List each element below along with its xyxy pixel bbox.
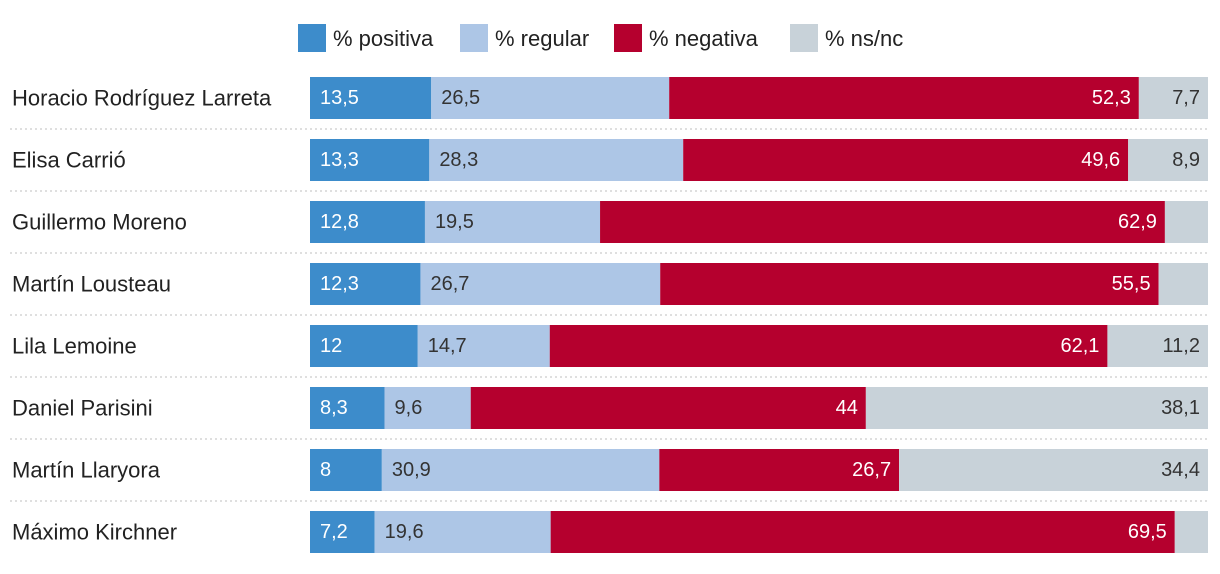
category-label: Martín Lousteau xyxy=(12,272,171,297)
value-label-positiva: 13,3 xyxy=(320,149,359,171)
bar-regular xyxy=(429,139,684,181)
value-label-positiva: 12,8 xyxy=(320,211,359,233)
value-label-regular: 30,9 xyxy=(392,459,431,481)
bar-positiva xyxy=(310,449,382,491)
bar-negativa xyxy=(659,449,900,491)
value-label-ns-nc: 34,4 xyxy=(1161,459,1200,481)
row-martin-lousteau: Martín Lousteau 12,3 26,7 55,5 xyxy=(10,263,1208,316)
value-label-negativa: 62,1 xyxy=(1060,335,1099,357)
row-horacio-rodriguez-larreta: Horacio Rodríguez Larreta 13,5 26,5 52,3 7,7 xyxy=(10,77,1208,130)
value-label-positiva: 8 xyxy=(320,459,331,481)
row-lila-lemoine: Lila Lemoine 12 14,7 62,1 11,2 xyxy=(10,325,1208,378)
legend-swatch-regular xyxy=(460,24,488,52)
bar-positiva xyxy=(310,139,430,181)
bar-negativa xyxy=(669,77,1139,119)
bar-positiva xyxy=(310,511,375,553)
legend-label-ns-nc: % ns/nc xyxy=(825,26,903,51)
value-label-negativa: 55,5 xyxy=(1112,273,1151,295)
category-label: Martín Llaryora xyxy=(12,458,161,483)
legend-label-negativa: % negativa xyxy=(649,26,759,51)
value-label-positiva: 12 xyxy=(320,335,342,357)
bar-regular xyxy=(384,387,471,429)
bar-negativa xyxy=(549,325,1108,367)
legend-swatch-positiva xyxy=(298,24,326,52)
row-guillermo-moreno: Guillermo Moreno 12,8 19,5 62,9 xyxy=(10,201,1208,254)
bar-regular xyxy=(374,511,551,553)
bar-positiva xyxy=(310,325,418,367)
value-label-ns-nc: 38,1 xyxy=(1161,397,1200,419)
bar-positiva xyxy=(310,263,421,305)
value-label-negativa: 26,7 xyxy=(852,459,891,481)
bar-regular xyxy=(417,325,550,367)
value-label-negativa: 62,9 xyxy=(1118,211,1157,233)
chart-rows: Horacio Rodríguez Larreta 13,5 26,5 52,3 7,7… xyxy=(10,77,1208,553)
bar-positiva xyxy=(310,201,425,243)
legend-label-positiva: % positiva xyxy=(333,26,434,51)
value-label-ns-nc: 8,9 xyxy=(1172,149,1200,171)
bar-ns-nc xyxy=(1164,201,1208,243)
value-label-positiva: 13,5 xyxy=(320,87,359,109)
bar-regular xyxy=(381,449,660,491)
category-label: Lila Lemoine xyxy=(12,334,137,359)
value-label-ns-nc: 7,7 xyxy=(1172,87,1200,109)
value-label-negativa: 69,5 xyxy=(1128,521,1167,543)
value-label-regular: 28,3 xyxy=(439,149,478,171)
bar-ns-nc xyxy=(1107,325,1208,367)
bar-regular xyxy=(431,77,670,119)
value-label-regular: 14,7 xyxy=(428,335,467,357)
category-label: Guillermo Moreno xyxy=(12,210,187,235)
bar-ns-nc xyxy=(1174,511,1208,553)
bar-negativa xyxy=(660,263,1159,305)
bar-regular xyxy=(424,201,601,243)
bar-ns-nc xyxy=(1138,77,1208,119)
value-label-regular: 26,7 xyxy=(430,273,469,295)
category-label: Daniel Parisini xyxy=(12,396,153,421)
legend-swatch-negativa xyxy=(614,24,642,52)
value-label-positiva: 12,3 xyxy=(320,273,359,295)
value-label-negativa: 44 xyxy=(836,397,858,419)
legend: % positiva % regular % negativa % ns/nc xyxy=(298,24,903,52)
value-label-negativa: 52,3 xyxy=(1092,87,1131,109)
value-label-regular: 19,6 xyxy=(385,521,424,543)
legend-label-regular: % regular xyxy=(495,26,589,51)
legend-swatch-ns-nc xyxy=(790,24,818,52)
value-label-negativa: 49,6 xyxy=(1081,149,1120,171)
row-maximo-kirchner: Máximo Kirchner 7,2 19,6 69,5 xyxy=(12,511,1208,553)
bar-negativa xyxy=(550,511,1175,553)
value-label-regular: 26,5 xyxy=(441,87,480,109)
bar-ns-nc xyxy=(1128,139,1208,181)
value-label-regular: 19,5 xyxy=(435,211,474,233)
bar-regular xyxy=(420,263,661,305)
category-label: Horacio Rodríguez Larreta xyxy=(12,86,272,111)
bar-negativa xyxy=(470,387,866,429)
bar-negativa xyxy=(683,139,1129,181)
bar-ns-nc xyxy=(1158,263,1208,305)
category-label: Elisa Carrió xyxy=(12,148,126,173)
bar-ns-nc xyxy=(899,449,1208,491)
bar-positiva xyxy=(310,77,432,119)
value-label-positiva: 7,2 xyxy=(320,521,348,543)
value-label-positiva: 8,3 xyxy=(320,397,348,419)
value-label-ns-nc: 11,2 xyxy=(1163,335,1200,357)
row-martin-llaryora: Martín Llaryora 8 30,9 26,7 34,4 xyxy=(10,449,1208,502)
row-daniel-parisini: Daniel Parisini 8,3 9,6 44 38,1 xyxy=(10,387,1208,440)
bar-negativa xyxy=(600,201,1165,243)
row-elisa-carrio: Elisa Carrió 13,3 28,3 49,6 8,9 xyxy=(10,139,1208,192)
category-label: Máximo Kirchner xyxy=(12,520,177,545)
bar-ns-nc xyxy=(865,387,1208,429)
value-label-regular: 9,6 xyxy=(395,397,423,419)
bar-positiva xyxy=(310,387,385,429)
